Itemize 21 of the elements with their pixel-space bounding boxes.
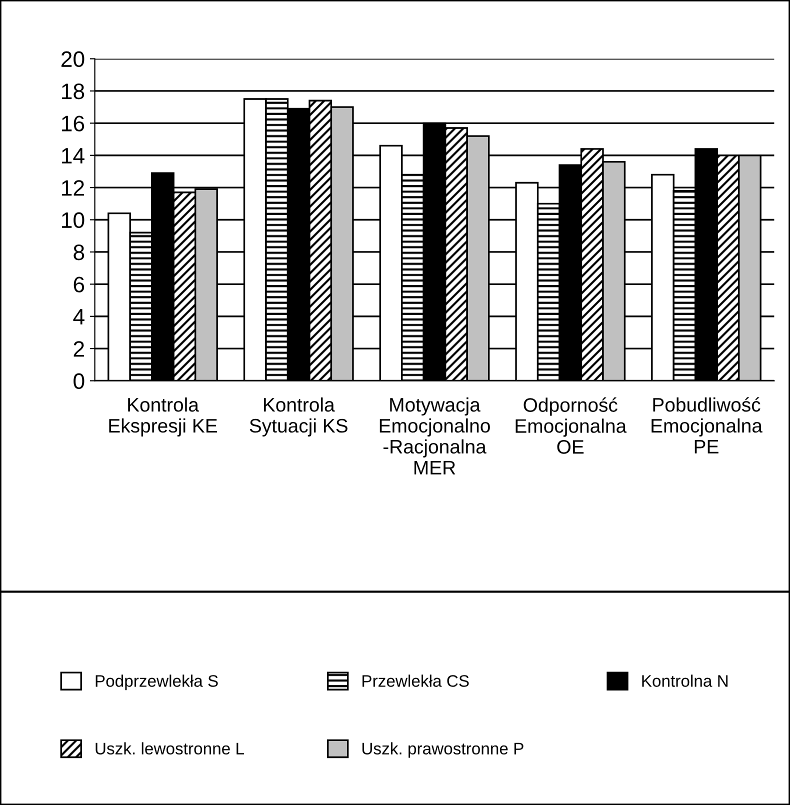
legend-label: Uszk. lewostronne L — [96, 742, 244, 755]
legend-label: Podprzewlekła S — [96, 674, 218, 690]
y-tick-label: 6 — [74, 276, 84, 292]
y-tick-label: 10 — [62, 212, 84, 228]
y-tick-label: 8 — [74, 244, 84, 260]
x-tick-label: Kontrola Sytuacji KS — [250, 397, 348, 436]
legend-label: Przewlekła CS — [362, 674, 469, 687]
x-tick-label: Odporność Emocjonalna OE — [516, 397, 627, 454]
y-tick-label: 2 — [74, 341, 84, 357]
y-tick-label: 0 — [74, 373, 84, 390]
y-tick-label: 12 — [62, 180, 84, 196]
y-tick-label: 16 — [62, 116, 84, 132]
y-tick-label: 14 — [62, 148, 84, 164]
y-tick-label: 20 — [61, 51, 84, 68]
y-tick-label: 18 — [62, 84, 84, 100]
x-tick-label: Kontrola Ekspresji KE — [109, 397, 218, 436]
legend-label: Kontrolna N — [642, 674, 728, 687]
x-tick-label: Motywacja Emocjonalno -Racjonalna MER — [380, 397, 490, 474]
x-tick-label: Pobudliwość Emocjonalna PE — [652, 397, 762, 454]
legend-label: Uszk. prawostronne P — [362, 742, 524, 758]
y-tick-label: 4 — [73, 309, 84, 324]
